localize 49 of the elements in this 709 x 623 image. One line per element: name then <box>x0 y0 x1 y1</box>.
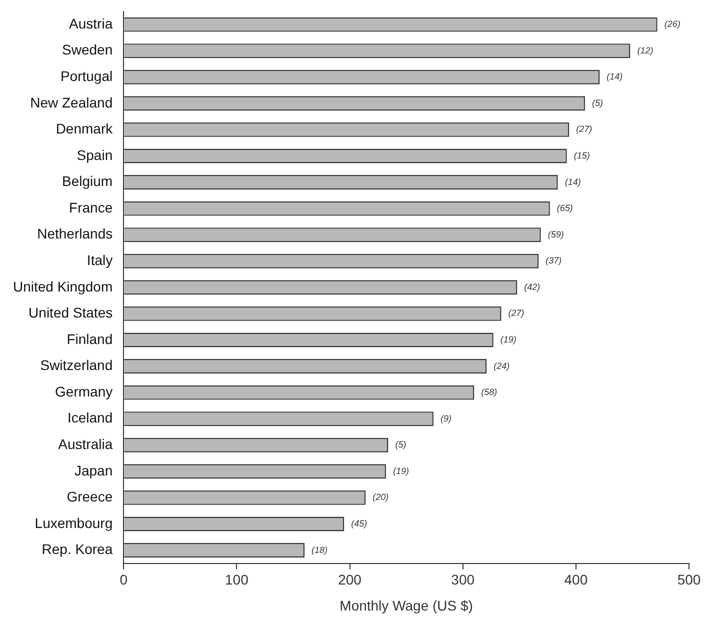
y-tick-label: Rep. Korea <box>42 541 113 558</box>
y-tick-label: Finland <box>66 330 113 347</box>
annotation: (18) <box>312 544 328 555</box>
x-tick-label: 300 <box>451 572 475 588</box>
annotation: (5) <box>592 98 603 108</box>
y-tick-label: Sweden <box>62 42 113 58</box>
y-tick-label: Portugal <box>60 68 113 84</box>
annotation: (45) <box>351 518 368 528</box>
y-tick-label: Japan <box>74 462 113 478</box>
y-tick-label: Greece <box>66 488 113 505</box>
annotation: (14) <box>606 72 623 82</box>
annotation: (20) <box>372 492 389 502</box>
y-tick-label: Luxembourg <box>34 514 113 531</box>
y-tick-label: Italy <box>86 252 113 268</box>
annotation: (26) <box>664 19 680 30</box>
annotation: (12) <box>637 45 654 56</box>
annotation: (19) <box>500 334 516 344</box>
x-tick-label: 200 <box>338 572 362 588</box>
y-tick-label: Austria <box>69 15 113 32</box>
annotation: (59) <box>548 229 564 240</box>
annotation: (15) <box>574 150 590 160</box>
y-tick-label: Spain <box>76 146 113 163</box>
annotation: (5) <box>395 440 406 450</box>
y-tick-label: New Zealand <box>30 94 113 110</box>
y-tick-label: United Kingdom <box>12 278 113 294</box>
annotation: (24) <box>494 360 510 371</box>
annotation: (9) <box>440 413 452 424</box>
annotation: (19) <box>392 466 409 476</box>
y-tick-label: Netherlands <box>37 226 113 242</box>
y-tick-label: United States <box>28 304 113 321</box>
x-tick-label: 400 <box>564 572 588 588</box>
y-tick-label: Australia <box>58 436 113 452</box>
y-tick-label: Germany <box>55 383 113 400</box>
y-tick-label: Denmark <box>56 120 114 137</box>
y-tick-label: Belgium <box>62 173 113 190</box>
annotation: (37) <box>546 256 562 266</box>
annotation: (14) <box>564 176 581 187</box>
annotation: (42) <box>524 282 540 292</box>
x-axis-title: Monthly Wage (US $) <box>340 597 473 614</box>
x-tick-label: 0 <box>120 572 128 588</box>
y-tick-label: Iceland <box>67 410 113 426</box>
annotation: (65) <box>556 203 573 214</box>
y-tick-label: Switzerland <box>40 357 113 374</box>
annotation: (27) <box>508 308 524 318</box>
x-tick-label: 100 <box>225 572 249 588</box>
annotation: (27) <box>576 124 592 134</box>
x-tick-label: 500 <box>677 572 701 588</box>
y-tick-label: France <box>69 199 113 216</box>
annotation: (58) <box>481 387 498 398</box>
